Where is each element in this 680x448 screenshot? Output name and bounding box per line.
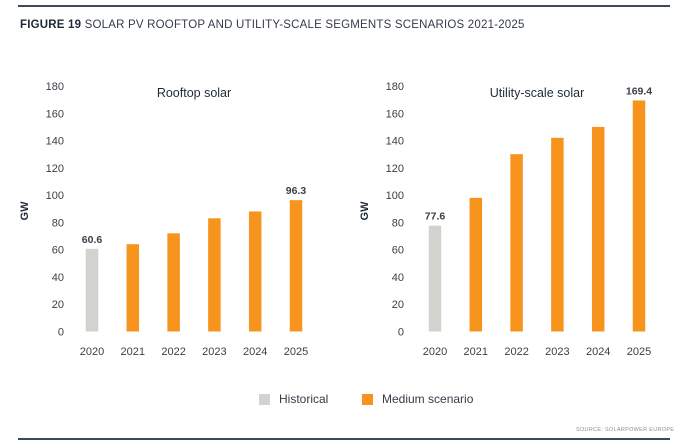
figure-number: FIGURE 19 — [20, 19, 82, 31]
utility-bar-2022 — [510, 154, 523, 332]
utility-x-tick-2023: 2023 — [545, 346, 569, 358]
rooftop-bar-2021 — [126, 244, 140, 332]
utility-bar-2024 — [591, 126, 605, 332]
rooftop-y-tick-60: 60 — [52, 245, 64, 257]
rooftop-x-tick-2020: 2020 — [80, 346, 104, 358]
rooftop-bar-2022 — [167, 233, 180, 332]
utility-y-tick-120: 120 — [386, 163, 404, 175]
utility-x-tick-2021: 2021 — [464, 346, 488, 358]
utility-x-tick-2020: 2020 — [423, 346, 447, 358]
rooftop-x-tick-2023: 2023 — [202, 346, 226, 358]
rooftop-y-tick-140: 140 — [46, 136, 64, 148]
rooftop-x-tick-2024: 2024 — [243, 346, 267, 358]
rooftop-bar-2023 — [208, 218, 221, 332]
legend-label-historical: Historical — [279, 392, 329, 406]
utility-x-tick-2024: 2024 — [586, 346, 610, 358]
utility-y-tick-100: 100 — [386, 190, 404, 202]
utility-data-label-2025: 169.4 — [626, 85, 652, 97]
utility-y-tick-0: 0 — [398, 327, 404, 339]
rooftop-bar-2025 — [289, 200, 303, 332]
rooftop-x-tick-2022: 2022 — [161, 346, 185, 358]
rooftop-chart-title: Rooftop solar — [157, 86, 231, 100]
utility-data-label-2020: 77.6 — [425, 211, 446, 223]
rooftop-y-tick-160: 160 — [46, 108, 64, 120]
utility-bar-2025 — [632, 100, 646, 332]
utility-y-tick-20: 20 — [392, 299, 404, 311]
utility-bar-2020 — [428, 225, 442, 332]
rooftop-bar-2020 — [85, 248, 99, 332]
legend-item-historical: Historical — [259, 392, 328, 406]
rooftop-bar-2024 — [248, 211, 262, 332]
rooftop-y-tick-100: 100 — [46, 190, 64, 202]
rooftop-y-axis-label: GW — [19, 201, 31, 221]
utility-x-tick-2025: 2025 — [627, 346, 651, 358]
rooftop-y-tick-180: 180 — [46, 81, 64, 93]
legend-swatch-medium — [362, 393, 373, 405]
rooftop-y-tick-120: 120 — [46, 163, 64, 175]
rooftop-data-label-2020: 60.6 — [82, 234, 103, 246]
legend-item-medium: Medium scenario — [362, 392, 473, 406]
top-rule — [18, 5, 670, 7]
utility-y-tick-160: 160 — [386, 108, 404, 120]
utility-chart-title: Utility-scale solar — [490, 86, 584, 100]
figure-title: FIGURE 19 SOLAR PV ROOFTOP AND UTILITY-S… — [20, 19, 525, 31]
rooftop-x-tick-2025: 2025 — [284, 346, 308, 358]
utility-y-axis-label: GW — [359, 201, 371, 221]
utility-y-tick-80: 80 — [392, 217, 404, 229]
rooftop-x-tick-2021: 2021 — [121, 346, 145, 358]
rooftop-y-tick-20: 20 — [52, 299, 64, 311]
utility-y-tick-60: 60 — [392, 245, 404, 257]
rooftop-y-tick-0: 0 — [58, 327, 64, 339]
utility-bar-2021 — [469, 197, 483, 332]
figure-title-text: SOLAR PV ROOFTOP AND UTILITY-SCALE SEGME… — [84, 19, 525, 31]
utility-y-tick-180: 180 — [386, 81, 404, 93]
utility-y-tick-40: 40 — [392, 272, 404, 284]
legend-swatch-historical — [259, 393, 270, 405]
utility-y-tick-140: 140 — [386, 136, 404, 148]
utility-x-tick-2022: 2022 — [504, 346, 528, 358]
utility-bar-2023 — [551, 137, 564, 332]
legend-label-medium: Medium scenario — [382, 392, 474, 406]
rooftop-data-label-2025: 96.3 — [286, 185, 307, 197]
rooftop-y-tick-40: 40 — [52, 272, 64, 284]
rooftop-y-tick-80: 80 — [52, 217, 64, 229]
source-note: SOURCE: SOLARPOWER EUROPE — [576, 427, 675, 433]
bottom-rule — [18, 438, 670, 440]
